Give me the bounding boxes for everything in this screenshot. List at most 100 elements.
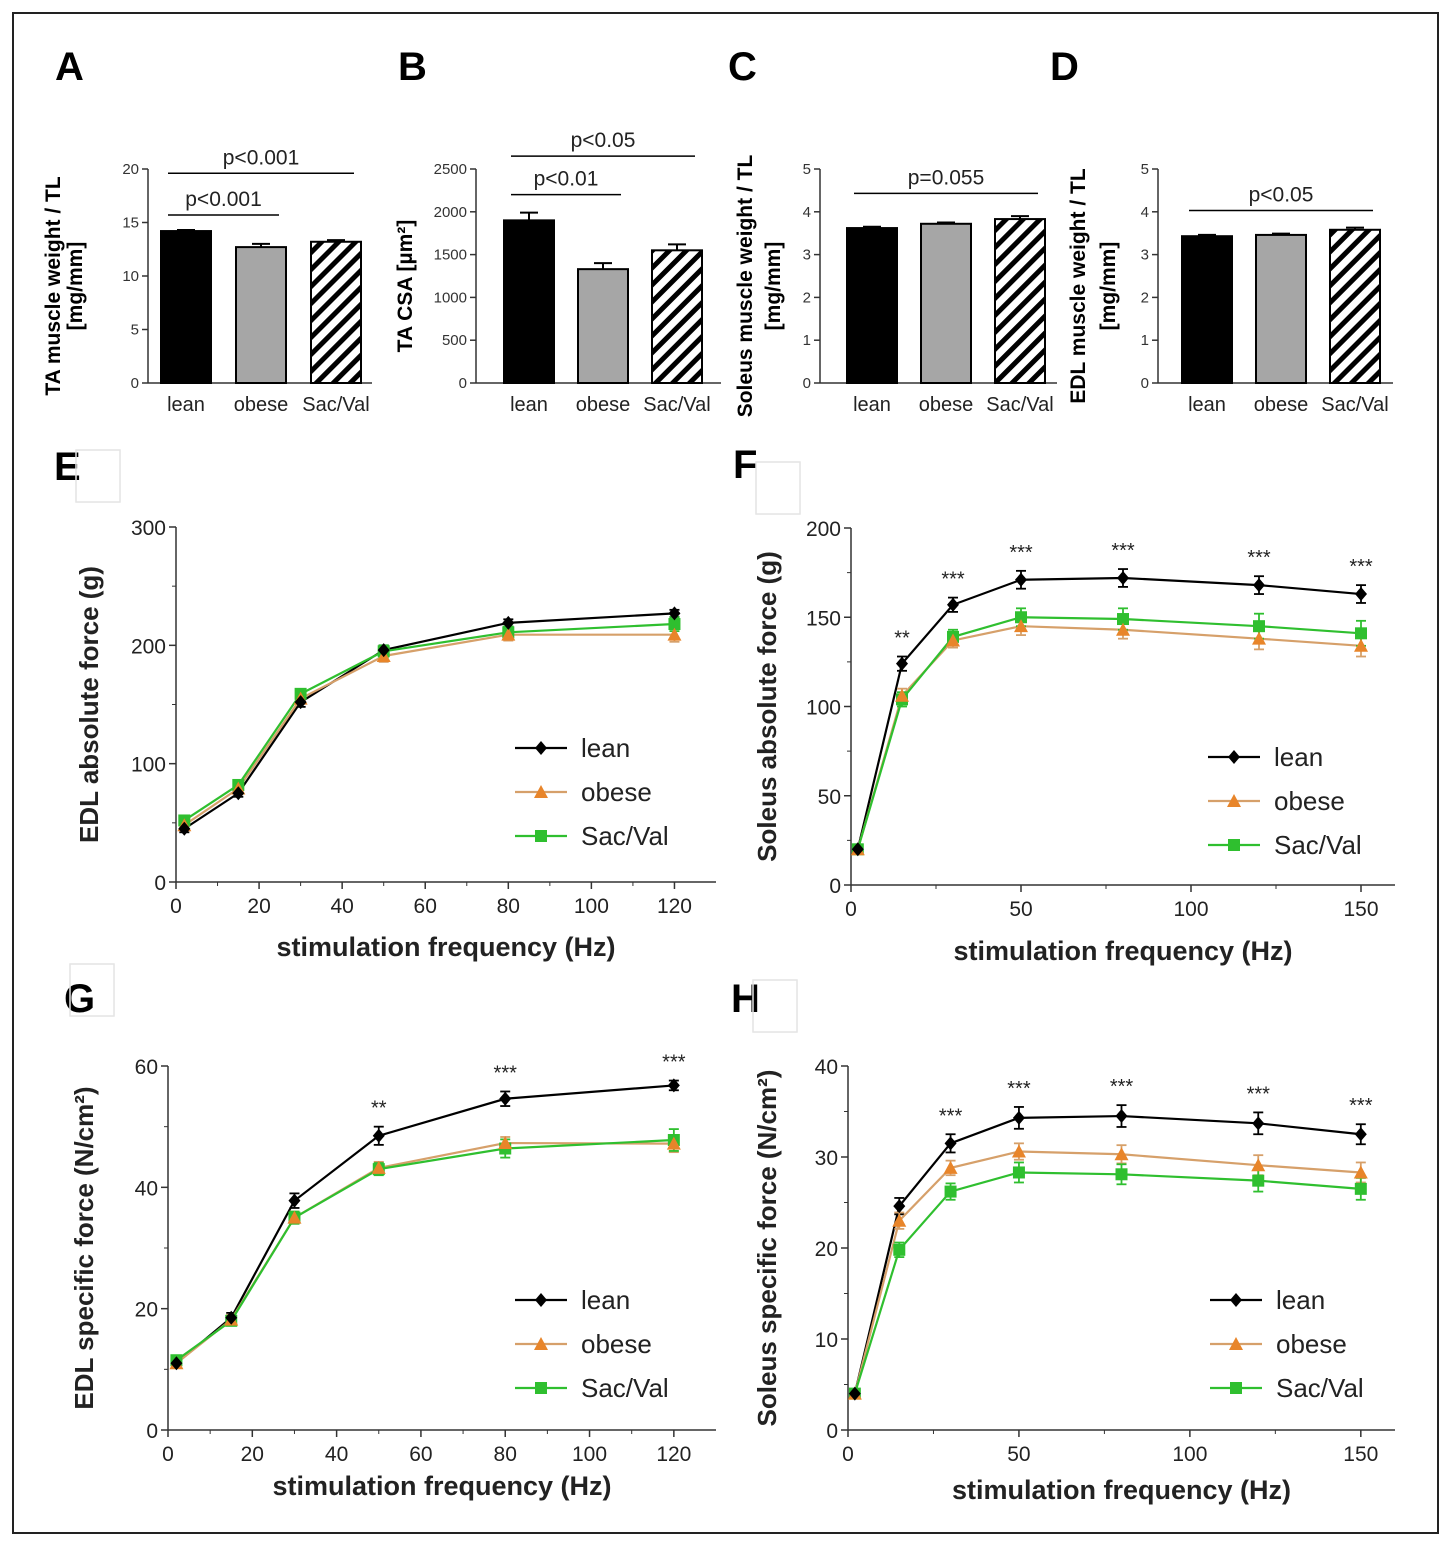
panel-g-point-obese: [287, 1210, 302, 1224]
panel-e-x-label: stimulation frequency (Hz): [276, 932, 615, 962]
panel-c-y-label: [mg/mm]: [762, 242, 785, 331]
panel-f-point-lean: [1228, 750, 1240, 764]
panel-h-point-sacval: [1230, 1382, 1242, 1394]
panel-f-significance-stars: ***: [941, 569, 965, 591]
panel-g-y-tick-label: 40: [135, 1177, 158, 1200]
panel-h-point-sacval: [1115, 1168, 1128, 1181]
panel-b-category-label: obese: [576, 394, 631, 416]
panel-g-point-lean: [372, 1128, 385, 1143]
panel-g-point-lean: [225, 1310, 238, 1325]
panel-a-category-label: Sac/Val: [302, 394, 369, 416]
panel-f-point-obese: [1014, 619, 1028, 633]
panel-f-point-lean: [896, 656, 908, 671]
panel-g-x-tick-label: 100: [572, 1443, 607, 1466]
panel-a-y-tick-label: 15: [122, 215, 139, 232]
panel-e-point-sacval: [668, 618, 681, 631]
panel-f-x-tick-label: 0: [845, 898, 857, 921]
panel-g-point-sacval: [535, 1382, 547, 1394]
panel-e-y-tick-label: 100: [131, 754, 166, 777]
panel-f-significance-stars: ***: [1009, 542, 1033, 564]
panel-h-point-obese: [1011, 1144, 1026, 1158]
panel-h-point-obese: [1251, 1158, 1266, 1172]
panel-g-point-lean: [288, 1193, 301, 1208]
panel-h-x-tick-label: 50: [1007, 1443, 1030, 1466]
panel-g-line-lean: [175, 1084, 674, 1365]
panel-h-legend-label: obese: [1276, 1329, 1347, 1359]
panel-f-y-tick-label: 0: [829, 875, 841, 898]
panel-h-line-sacval: [853, 1171, 1361, 1394]
panel-g-point-obese: [498, 1136, 513, 1150]
panel-h-point-obese: [943, 1160, 958, 1174]
panel-d-p-value: p<0.05: [1249, 184, 1314, 207]
panel-h-point-lean: [893, 1199, 906, 1214]
panel-e-point-lean: [294, 695, 307, 710]
panel-b-y-tick-label: 2000: [434, 204, 467, 221]
panel-g-significance-stars: ***: [662, 1052, 686, 1074]
panel-h-point-lean: [1230, 1293, 1242, 1307]
panel-f-point-sacval: [1015, 611, 1027, 624]
panel-b-category-label: lean: [510, 394, 548, 416]
panel-d-y-label: [mg/mm]: [1097, 242, 1120, 331]
panel-h-y-label: Soleus specific force (N/cm²): [752, 1070, 782, 1427]
panel-g-point-lean: [535, 1293, 547, 1307]
panel-f-point-obese: [946, 633, 960, 647]
panel-e-point-obese: [501, 627, 516, 641]
panel-f-x-label: stimulation frequency (Hz): [953, 936, 1292, 966]
panel-d-bar-sacval: [1329, 228, 1381, 384]
panel-f-point-sacval: [1228, 839, 1240, 851]
panel-h-significance-stars: ***: [1110, 1076, 1134, 1098]
panel-e-x-tick-label: 20: [247, 895, 270, 918]
panel-c-y-tick-label: 1: [803, 332, 811, 349]
panel-e-y-tick-label: 0: [154, 872, 166, 895]
panel-c-p-value: p=0.055: [908, 166, 985, 189]
panel-e-point-lean: [178, 821, 191, 836]
panel-d-category-label: obese: [1254, 394, 1309, 416]
panel-g-significance-stars: ***: [494, 1062, 518, 1084]
panel-e-legend-label: Sac/Val: [581, 821, 669, 851]
panel-g-x-tick-label: 60: [409, 1443, 432, 1466]
panel-c-y-tick-label: 0: [803, 375, 811, 392]
panel-e-point-sacval: [535, 830, 547, 842]
panel-f-legend-label: Sac/Val: [1274, 830, 1362, 860]
panel-e-point-obese: [667, 627, 682, 641]
panel-a-bar-lean: [160, 230, 212, 384]
panel-g-point-obese: [371, 1160, 386, 1174]
panel-a-category-label: lean: [167, 394, 205, 416]
panel-h-point-sacval: [1012, 1166, 1025, 1179]
panel-h-point-sacval: [944, 1185, 957, 1198]
panel-h-significance-stars: ***: [1007, 1078, 1031, 1100]
panel-c-category-label: lean: [853, 394, 891, 416]
panel-g-x-tick-label: 20: [241, 1443, 264, 1466]
panel-f-y-tick-label: 200: [806, 518, 841, 541]
panel-f-point-lean: [1015, 572, 1027, 587]
panel-g-y-tick-label: 0: [146, 1420, 158, 1443]
panel-g-legend-label: lean: [581, 1285, 630, 1315]
panel-c-y-tick-label: 5: [803, 161, 811, 178]
panel-f-point-lean: [1117, 570, 1129, 585]
panel-h-letter: H: [731, 977, 760, 1021]
panel-h-point-lean: [848, 1386, 861, 1401]
panel-f-y-label: Soleus absolute force (g): [752, 551, 782, 862]
panel-f-point-lean: [947, 597, 959, 612]
panel-b-category-label: Sac/Val: [643, 394, 710, 416]
panel-f-x-tick-label: 150: [1343, 898, 1378, 921]
panel-h-y-tick-label: 10: [815, 1329, 838, 1352]
panel-c-y-tick-label: 2: [803, 289, 811, 306]
panel-f-point-lean: [1253, 578, 1265, 593]
panel-d-y-tick-label: 0: [1141, 375, 1149, 392]
panel-e-legend-label: obese: [581, 777, 652, 807]
panel-b-y-tick-label: 0: [459, 375, 467, 392]
figure-frame: [12, 12, 1439, 1534]
panel-a-bar-sacval: [310, 240, 362, 384]
panel-d-y-label: EDL muscle weight / TL: [1067, 168, 1090, 403]
panel-f-point-obese: [1252, 631, 1266, 645]
panel-g-point-obese: [666, 1136, 681, 1150]
panel-f-significance-stars: ***: [1349, 556, 1373, 578]
panel-g-point-lean: [667, 1078, 680, 1093]
panel-h-y-tick-label: 20: [815, 1238, 838, 1261]
panel-g-x-tick-label: 120: [656, 1443, 691, 1466]
panel-h-placeholder-box: [752, 979, 798, 1033]
panel-d-y-tick-label: 3: [1141, 247, 1149, 264]
panel-h-x-tick-label: 0: [842, 1443, 854, 1466]
panel-h-legend-label: lean: [1276, 1285, 1325, 1315]
